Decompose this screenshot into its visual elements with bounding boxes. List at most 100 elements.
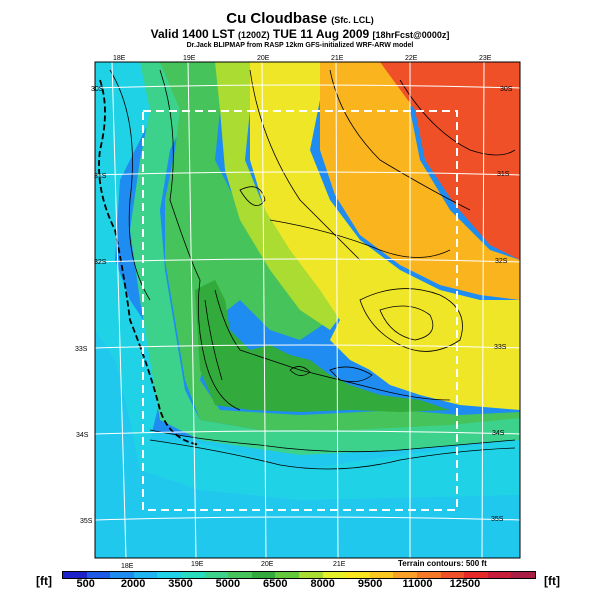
forecast-info: [18hrFcst@0000z] [372,30,450,40]
terrain-contour [214,289,451,401]
colorbar-tick-label: 3500 [168,578,193,590]
lon-label-bottom: 20E [261,561,274,568]
terrain-contour [289,366,311,376]
colorbar-tick-label: 5000 [215,578,241,590]
terrain-contour [204,299,223,381]
lon-label-top: 19E [183,55,196,62]
title-suffix: (Sfc. LCL) [331,15,374,25]
green-zone-region [160,62,520,430]
colorbar-swatch [251,572,276,578]
terrain-contour [269,219,451,258]
yellow-zone-region [250,62,520,410]
colorbar-unit-left: [ft] [36,574,52,588]
valid-time: Valid 1400 LST [150,27,235,41]
colorbar-labels: 500 2000 3500 5000 6500 8000 9500 11000 12500 [62,578,536,592]
terrain-contour [249,69,361,261]
parallel [94,516,521,521]
map-title: Cu Cloudbase (Sfc. LCL) [0,10,600,27]
color-fill-layer [95,62,520,558]
orange-zone-region [320,62,520,300]
teal-band-region [130,62,520,455]
colorbar-swatch [228,572,252,578]
colorbar-swatch [204,572,229,578]
parallel [94,258,521,263]
colorbar [62,571,536,579]
lat-label-right: 31S [497,171,510,178]
colorbar-swatch [86,572,111,578]
colorbar-swatch [464,572,488,578]
terrain-contour [159,69,201,281]
colorbar-tick-label: 2000 [120,578,146,590]
lat-label-left: 33S [75,346,88,353]
lat-label-right: 34S [492,430,505,437]
parallel [94,171,521,176]
terrain-contour [149,439,516,470]
red-zone-region [380,62,520,260]
colorbar-swatch [63,572,87,578]
lat-label-left: 31S [94,173,107,180]
coastline [98,79,201,446]
colorbar-swatch [511,572,535,578]
valid-code: (1200Z) [238,30,270,40]
colorbar-swatch [133,572,158,578]
terrain-contour [329,69,471,211]
lat-label-right: 32S [495,258,508,265]
lon-label-top: 22E [405,55,418,62]
colorbar-swatch [110,572,134,578]
lon-label-bottom: 18E [121,563,134,570]
lat-label-left: 30S [91,86,104,93]
terrain-contour [399,79,516,156]
colorbar-swatch [346,572,370,578]
lat-label-left: 34S [76,432,89,439]
meridian [187,61,197,559]
parallel [94,430,521,435]
colorbar-swatch [298,572,323,578]
colorbar-swatch [487,572,512,578]
terrain-contour-note: Terrain contours: 500 ft [398,559,487,568]
colorbar-tick-label: 12500 [449,578,481,590]
terrain-contour [239,186,266,207]
lat-label-left: 35S [80,518,93,525]
colorbar-tick-label: 6500 [263,578,288,590]
meridian [481,61,485,559]
map-subtitle: Valid 1400 LST (1200Z) TUE 11 Aug 2009 [… [0,27,600,41]
coastal-cyan-region [95,62,520,500]
lat-label-right: 35S [491,516,504,523]
meridian [261,61,267,559]
colorbar-swatch [369,572,394,578]
colorbar-tick-label: 11000 [402,578,433,590]
colorbar-swatch [440,572,465,578]
lat-label-right: 33S [494,344,507,351]
terrain-contours [109,69,516,470]
lon-label-top: 23E [479,55,492,62]
terrain-contour [197,279,241,411]
model-note: Dr.Jack BLIPMAP from RASP 12km GFS-initi… [186,42,414,49]
dark-green-zone-region [195,280,450,412]
colorbar-swatch [393,572,417,578]
colorbar-unit-right: [ft] [544,574,560,588]
meridian [335,61,339,559]
colorbar-tick-label: 9500 [357,578,383,590]
lon-label-top: 20E [257,55,270,62]
meridian [111,61,127,559]
light-green-zone-region [215,62,345,330]
terrain-contour [329,366,373,383]
colorbar-swatch [180,572,205,578]
parallel [94,344,521,349]
lat-label-right: 30S [500,86,513,93]
terrain-contour [359,288,463,352]
terrain-contour [109,69,151,301]
valid-date: TUE 11 Aug 2009 [272,27,370,41]
lat-lon-grid [94,61,521,559]
terrain-contour [149,429,516,453]
parallel [94,84,521,89]
inner-domain-box [142,110,458,511]
colorbar-tick-label: 500 [76,578,95,590]
lon-label-top: 18E [113,55,126,62]
title-text: Cu Cloudbase [226,10,328,27]
colorbar-swatch [275,572,299,578]
colorbar-swatch [416,572,441,578]
map-frame [94,61,521,559]
lon-label-bottom: 21E [333,561,346,568]
